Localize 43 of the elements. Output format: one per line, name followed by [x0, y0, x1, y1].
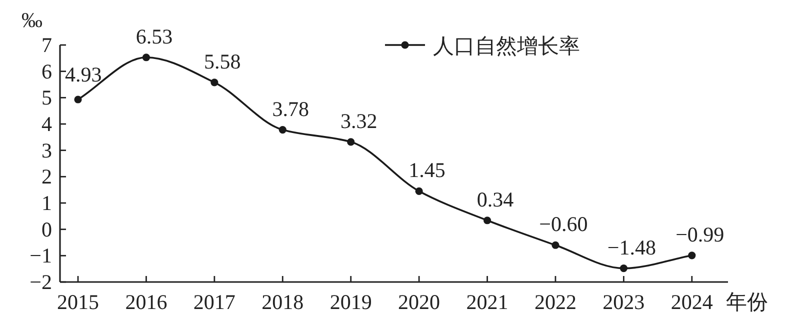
data-label: 0.34: [476, 187, 514, 212]
y-tick-label: 6: [42, 59, 52, 84]
y-tick-label: −1: [30, 244, 52, 268]
point: [347, 138, 355, 146]
x-tick-label: 2023: [602, 290, 645, 314]
y-tick-label: 7: [42, 33, 52, 57]
point: [552, 241, 560, 249]
data-label: 1.45: [408, 158, 446, 182]
x-tick-label: 2020: [398, 290, 440, 314]
x-tick-label: 2016: [125, 290, 168, 314]
point: [415, 187, 423, 195]
data-label: 6.53: [136, 24, 173, 48]
data-label: 5.58: [204, 49, 241, 74]
data-label: −1.48: [607, 235, 656, 260]
point: [620, 264, 628, 272]
y-axis-title: ‰: [22, 8, 42, 32]
y-tick-label: 3: [42, 138, 52, 162]
point: [74, 96, 82, 104]
y-tick-label: 4: [42, 112, 52, 136]
data-label: 4.93: [65, 62, 102, 87]
x-tick-label: 2017: [193, 290, 236, 314]
y-tick-label: 1: [42, 191, 52, 215]
y-tick-label: −2: [30, 270, 52, 294]
x-tick-label: 2015: [57, 290, 99, 314]
data-label: −0.60: [539, 212, 588, 236]
data-label: 3.32: [340, 108, 378, 133]
data-label: −0.99: [676, 222, 724, 246]
point: [278, 126, 286, 134]
point: [483, 216, 492, 224]
y-tick-label: 5: [42, 86, 52, 110]
legend-label: 人口自然增长率: [433, 34, 580, 58]
x-tick-label: 2022: [534, 290, 576, 314]
y-tick-label: 0: [42, 217, 52, 242]
x-tick-label: 2018: [262, 290, 304, 314]
x-tick-label: 2021: [466, 290, 508, 314]
data-label: 3.78: [272, 96, 310, 121]
point: [688, 252, 696, 260]
point: [210, 78, 218, 86]
point: [142, 54, 150, 62]
y-tick-label: 2: [42, 164, 52, 189]
x-tick-label: 2024: [670, 290, 714, 314]
x-axis-title: 年份: [726, 290, 768, 314]
x-tick-label: 2019: [330, 290, 372, 314]
